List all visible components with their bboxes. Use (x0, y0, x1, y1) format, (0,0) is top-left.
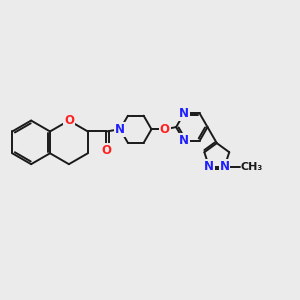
Text: N: N (204, 160, 214, 173)
Text: O: O (64, 114, 74, 127)
Text: O: O (101, 143, 111, 157)
Text: O: O (160, 123, 170, 136)
Text: N: N (115, 123, 125, 136)
Text: N: N (220, 160, 230, 173)
Text: CH₃: CH₃ (241, 162, 263, 172)
Text: N: N (179, 107, 189, 120)
Text: N: N (179, 134, 189, 147)
